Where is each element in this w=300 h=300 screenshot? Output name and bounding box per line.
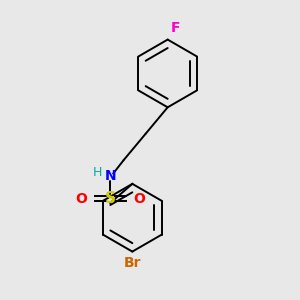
Text: O: O	[133, 192, 145, 206]
Text: N: N	[104, 169, 116, 184]
Text: O: O	[75, 192, 87, 206]
Text: H: H	[92, 166, 102, 178]
Text: S: S	[105, 191, 116, 206]
Text: Br: Br	[124, 256, 141, 270]
Text: F: F	[171, 21, 180, 35]
